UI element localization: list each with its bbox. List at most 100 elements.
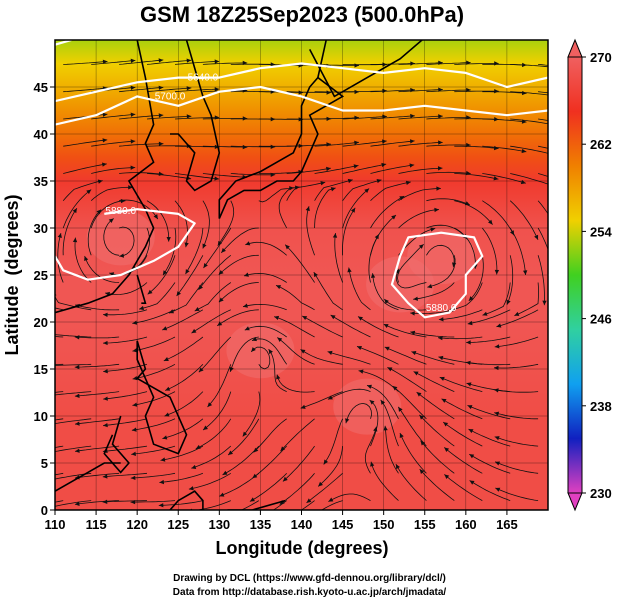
streamline-arrow bbox=[128, 185, 133, 190]
streamline bbox=[482, 145, 527, 153]
x-tick-label: 140 bbox=[291, 517, 313, 532]
streamline-layer bbox=[19, 58, 548, 526]
y-tick-label: 45 bbox=[34, 80, 48, 95]
streamline-arrow bbox=[298, 90, 304, 95]
streamline-arrow bbox=[443, 422, 449, 427]
streamline-arrow bbox=[411, 351, 417, 356]
streamline bbox=[279, 473, 315, 505]
streamline bbox=[370, 63, 415, 65]
streamline-arrow bbox=[276, 522, 281, 526]
streamline-arrow bbox=[514, 311, 520, 316]
streamline bbox=[495, 487, 539, 501]
streamline bbox=[118, 226, 135, 257]
streamline bbox=[62, 189, 92, 229]
streamline-arrow bbox=[176, 291, 181, 297]
streamline bbox=[286, 167, 331, 174]
streamline bbox=[514, 282, 539, 317]
credit-line-1: Drawing by DCL (https://www.gfd-dennou.o… bbox=[173, 573, 446, 584]
streamline bbox=[160, 445, 204, 461]
streamline bbox=[465, 361, 511, 366]
streamline-arrow bbox=[465, 360, 471, 366]
streamline-arrow bbox=[494, 436, 500, 441]
streamline bbox=[119, 86, 164, 93]
streamline bbox=[413, 371, 455, 392]
streamline-arrow bbox=[495, 461, 501, 466]
streamline bbox=[63, 87, 108, 93]
streamline-arrow bbox=[191, 328, 197, 334]
streamline bbox=[74, 500, 120, 505]
streamline bbox=[366, 385, 399, 419]
x-axis-label: Longitude (degrees) bbox=[215, 538, 388, 558]
y-tick-label: 25 bbox=[34, 268, 48, 283]
streamline bbox=[191, 309, 231, 334]
streamline bbox=[55, 418, 92, 424]
streamline bbox=[102, 445, 148, 452]
streamline-arrow bbox=[103, 340, 108, 346]
streamline-arrow bbox=[387, 367, 393, 372]
x-tick-label: 155 bbox=[414, 517, 436, 532]
streamline bbox=[444, 474, 483, 501]
streamline bbox=[102, 309, 148, 316]
streamline-arrow bbox=[72, 237, 78, 243]
streamline bbox=[202, 173, 248, 178]
colorbar-tick-label: 238 bbox=[590, 399, 612, 414]
y-tick-label: 35 bbox=[34, 174, 48, 189]
streamline bbox=[469, 480, 511, 501]
streamline-arrow bbox=[132, 402, 138, 407]
streamline bbox=[245, 241, 287, 256]
streamline bbox=[493, 389, 539, 393]
streamline bbox=[494, 436, 539, 447]
streamline bbox=[74, 336, 120, 339]
colorbar-max-arrow bbox=[567, 38, 583, 58]
streamline-arrow bbox=[166, 237, 171, 242]
vortex-blotch bbox=[86, 209, 155, 266]
streamline bbox=[327, 388, 371, 400]
streamline-arrow bbox=[494, 88, 499, 94]
streamline bbox=[410, 309, 455, 314]
y-tick-label: 0 bbox=[41, 503, 48, 518]
coastline bbox=[308, 40, 424, 98]
streamline-arrow bbox=[506, 299, 511, 305]
streamline-arrow bbox=[305, 206, 310, 212]
colorbar-tick-label: 270 bbox=[590, 50, 612, 65]
streamline-arrow bbox=[323, 459, 329, 465]
streamline bbox=[253, 418, 287, 453]
streamline bbox=[119, 172, 164, 175]
streamline bbox=[207, 364, 232, 408]
streamline-arrow bbox=[221, 247, 226, 253]
streamline-arrow bbox=[214, 87, 220, 92]
streamline-arrow bbox=[20, 480, 25, 484]
streamline bbox=[314, 64, 360, 66]
streamline-arrow bbox=[251, 347, 256, 352]
colorbar-tick-label: 254 bbox=[590, 224, 612, 239]
streamline-arrow bbox=[19, 394, 24, 398]
streamline bbox=[286, 181, 326, 201]
streamline-arrow bbox=[188, 486, 194, 491]
streamline-arrow bbox=[198, 284, 203, 290]
streamline bbox=[119, 114, 164, 120]
streamline bbox=[55, 391, 64, 393]
streamline-arrow bbox=[47, 505, 52, 509]
streamline bbox=[510, 64, 548, 68]
streamline-arrow bbox=[217, 321, 223, 326]
streamline bbox=[413, 282, 455, 300]
streamline bbox=[278, 187, 294, 229]
streamline bbox=[306, 206, 315, 256]
streamline bbox=[91, 60, 136, 65]
streamline bbox=[300, 500, 315, 510]
streamline-arrow bbox=[130, 165, 136, 170]
streamline bbox=[174, 88, 220, 93]
streamline bbox=[55, 363, 64, 365]
streamline-arrow bbox=[328, 497, 334, 502]
streamline-arrow bbox=[160, 457, 166, 462]
streamline-arrow bbox=[409, 139, 415, 144]
streamline bbox=[158, 500, 203, 506]
y-tick-label: 30 bbox=[34, 221, 48, 236]
streamline-arrow bbox=[381, 139, 387, 144]
contour-label: 5880.0 bbox=[105, 206, 136, 217]
streamline bbox=[509, 227, 526, 276]
streamline-arrow bbox=[244, 326, 250, 331]
streamline-arrow bbox=[20, 508, 25, 512]
streamline bbox=[370, 115, 415, 120]
